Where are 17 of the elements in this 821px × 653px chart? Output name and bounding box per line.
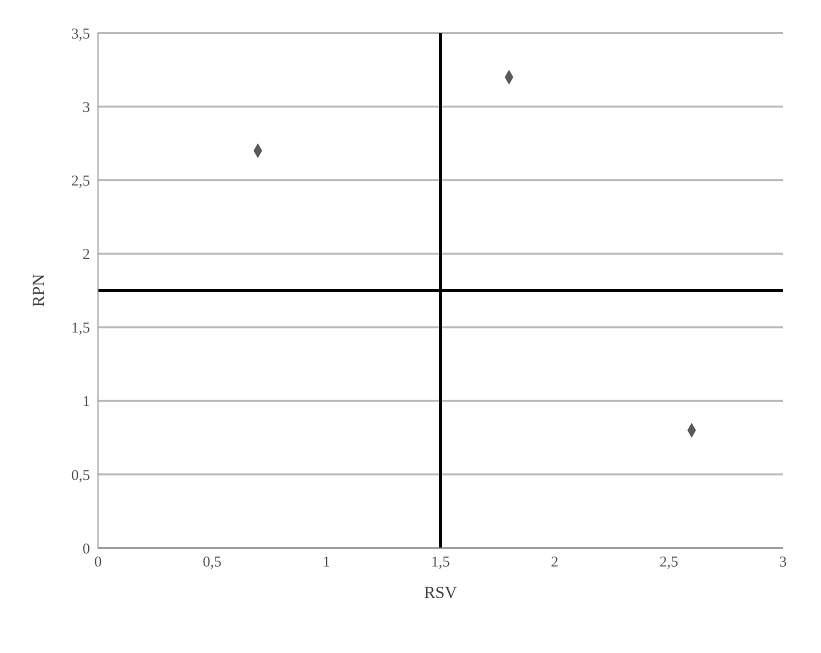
- x-tick-label: 0: [94, 554, 102, 571]
- x-tick-label: 2,5: [659, 554, 678, 571]
- x-tick-label: 1,5: [431, 554, 450, 571]
- x-tick-label: 2: [550, 554, 558, 571]
- y-tick-label: 1,5: [71, 320, 90, 337]
- x-tick-label: 1: [322, 554, 330, 571]
- y-tick-label: 0,5: [71, 468, 90, 484]
- x-axis-title: RSV: [424, 583, 458, 602]
- y-tick-label: 3,5: [71, 26, 90, 42]
- x-tick-label: 3: [779, 554, 787, 571]
- y-tick-label: 3: [82, 100, 90, 116]
- y-tick-label: 2: [82, 247, 90, 264]
- y-tick-label: 2,5: [71, 173, 90, 190]
- y-tick-label: 0: [82, 541, 90, 558]
- x-tick-label: 0,5: [202, 554, 222, 571]
- y-axis-title: RPN: [29, 274, 48, 308]
- y-tick-label: 1: [82, 394, 90, 410]
